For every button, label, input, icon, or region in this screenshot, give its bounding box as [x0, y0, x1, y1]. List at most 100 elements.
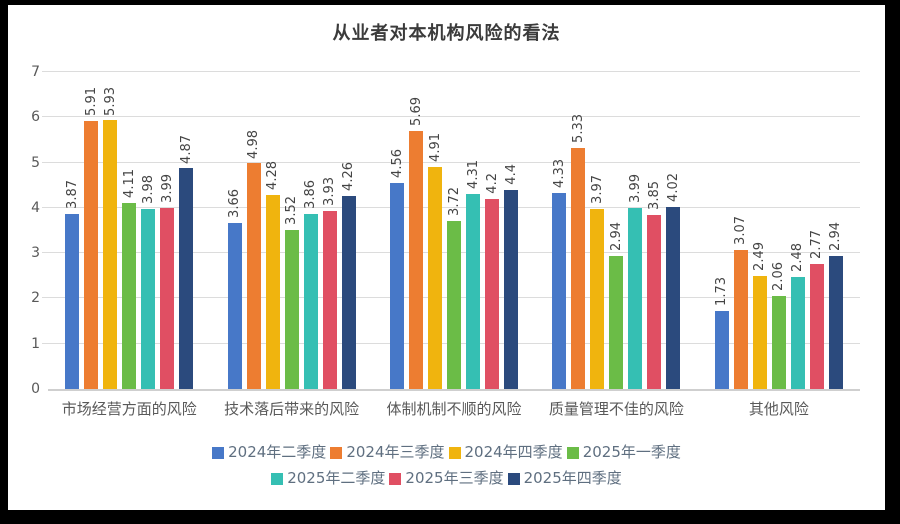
bar-value-label: 4.87 [178, 134, 194, 164]
legend-label: 2025年四季度 [523, 469, 622, 487]
bar-value-label: 3.52 [284, 195, 300, 225]
bar-value-label: 4.31 [465, 159, 481, 189]
bar-cell: 4.11 [121, 72, 137, 389]
bar-value-label: 4.56 [389, 148, 405, 178]
x-axis-category-label: 其他风险 [748, 400, 809, 418]
bar [628, 208, 643, 389]
bar-value-label: 4.98 [246, 129, 262, 159]
legend-color-swatch [566, 446, 579, 459]
bar-value-label: 2.77 [809, 229, 825, 259]
bar-cell: 3.07 [733, 72, 749, 389]
bar-value-label: 4.02 [665, 173, 681, 202]
bar [284, 229, 299, 389]
bar-value-label: 5.93 [102, 86, 118, 116]
bar [828, 255, 843, 389]
y-axis-tick-label: 3 [31, 245, 40, 262]
bar-group: 1.73 3.07 2.49 2.06 2.48 2.77 2.94 [698, 72, 860, 389]
bar-cell: 4.91 [427, 72, 443, 389]
y-axis-tick-label: 0 [31, 381, 40, 397]
bar [103, 120, 118, 389]
x-axis-category-label: 市场经营方面的风险 [61, 400, 197, 418]
gridline [42, 116, 860, 118]
legend-item: 2025年二季度 [271, 471, 385, 486]
bar [790, 276, 805, 389]
legend-color-swatch [212, 446, 225, 459]
bar [647, 214, 662, 389]
bar-value-label: 4.11 [121, 168, 137, 198]
bar-value-label: 3.99 [159, 174, 175, 204]
bar-value-label: 2.49 [752, 242, 768, 272]
legend-row: 2024年二季度 2024年三季度 2024年四季度 2025年一季度 [210, 445, 683, 460]
bar [390, 182, 405, 389]
bar [246, 163, 261, 389]
bar-value-label: 4.91 [427, 132, 443, 162]
bar-value-label: 3.87 [64, 179, 80, 209]
legend-color-swatch [271, 472, 284, 485]
bar-cell: 4.98 [246, 72, 262, 389]
bar-cell: 3.85 [646, 72, 662, 389]
bar [809, 263, 824, 389]
legend-item: 2025年三季度 [389, 469, 504, 487]
legend-color-swatch [448, 446, 461, 459]
bar-value-label: 3.98 [140, 174, 156, 204]
plot-area: 3.87 5.91 5.93 4.11 3.98 3.99 4.87 3.66 4.98 4.28… [42, 71, 860, 391]
bar [571, 147, 586, 389]
bar [752, 276, 767, 389]
bar [609, 255, 624, 389]
legend-label: 2024年二季度 [228, 443, 327, 461]
bar-value-label: 2.48 [790, 242, 806, 272]
bar-cell: 2.94 [609, 72, 624, 389]
legend-item: 2024年二季度 [212, 445, 326, 460]
bar-cell: 5.91 [84, 72, 99, 389]
bar-cell: 4.4 [503, 72, 519, 389]
bar-cell: 5.69 [408, 72, 424, 389]
legend-label: 2025年一季度 [582, 443, 681, 461]
bar [341, 196, 356, 389]
bar-cell: 3.86 [303, 72, 319, 389]
bar-value-label: 3.07 [733, 216, 749, 245]
legend-color-swatch [507, 472, 520, 485]
chart-title: 从业者对本机构风险的看法 [332, 23, 561, 43]
x-axis-category-label: 体制机制不顺的风险 [386, 400, 522, 418]
y-axis-tick-label: 5 [31, 154, 40, 171]
bar-value-label: 4.33 [551, 158, 567, 188]
bar [84, 121, 99, 389]
bar [141, 208, 156, 389]
bar [714, 310, 729, 389]
y-axis-tick-label: 6 [31, 109, 40, 126]
gridline [42, 206, 860, 208]
x-axis: 市场经营方面的风险 技术落后带来的风险 体制机制不顺的风险 质量管理不佳的风险 其他风险 [48, 398, 860, 419]
bar-value-label: 4.4 [503, 164, 519, 185]
bar [179, 168, 194, 389]
bar [733, 249, 748, 389]
bar [447, 220, 462, 389]
bar [227, 223, 242, 389]
legend-row: 2025年二季度 2025年三季度 2025年四季度 [269, 471, 624, 486]
bar-cell: 3.87 [64, 72, 80, 389]
bar-value-label: 1.73 [714, 276, 730, 306]
bar-value-label: 3.93 [322, 177, 338, 207]
bar-cell: 4.87 [178, 72, 194, 389]
y-axis-tick-label: 1 [31, 335, 40, 352]
legend: 2024年二季度 2024年三季度 2024年四季度 2025年一季度 2025年二季度… [8, 445, 885, 486]
bar [590, 209, 605, 389]
bar-value-label: 3.86 [303, 180, 319, 210]
bar-value-label: 4.28 [265, 161, 281, 191]
bar [265, 195, 280, 389]
bar [322, 211, 337, 389]
bar-group: 4.56 5.69 4.91 3.72 4.31 4.2 4.4 [373, 72, 535, 389]
gridline [42, 71, 860, 72]
y-axis-tick-label: 4 [31, 199, 40, 216]
bar [65, 213, 80, 389]
bar-value-label: 5.69 [408, 97, 424, 127]
bar-value-label: 3.85 [646, 180, 662, 210]
bar-cell: 2.06 [771, 72, 786, 389]
bar-cell: 4.02 [665, 72, 681, 389]
bar-group: 3.87 5.91 5.93 4.11 3.98 3.99 4.87 [48, 72, 210, 389]
bar [303, 214, 318, 389]
bar [485, 198, 500, 389]
bar-value-label: 3.99 [627, 174, 643, 204]
bar-group: 4.33 5.33 3.97 2.94 3.99 3.85 4.02 [535, 72, 697, 389]
legend-label: 2025年三季度 [405, 469, 504, 487]
